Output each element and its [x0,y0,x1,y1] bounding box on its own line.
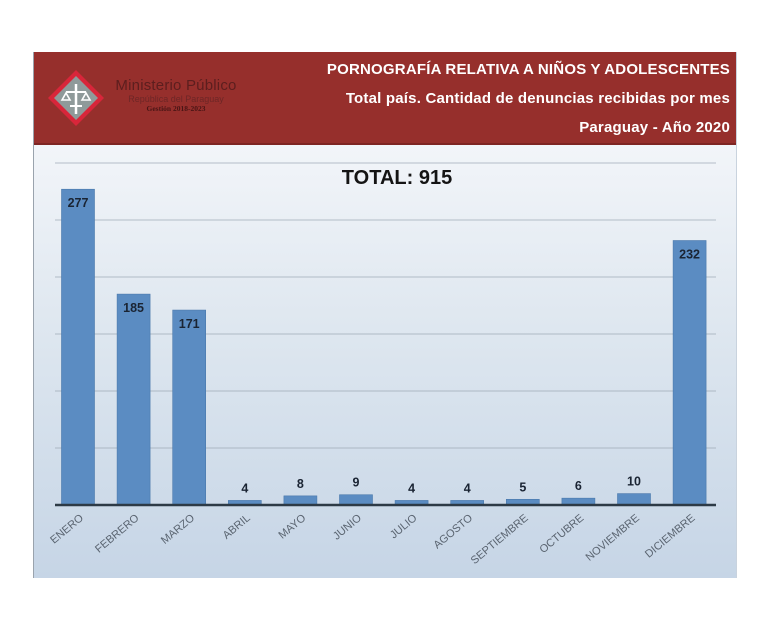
scales-of-justice-icon [48,70,104,126]
chart-location-year: Paraguay - Año 2020 [579,119,730,136]
value-label: 232 [679,248,700,262]
chart-title-block: PORNOGRAFÍA RELATIVA A NIÑOS Y ADOLESCEN… [327,55,730,142]
chart-header: Ministerio Público República del Paragua… [34,52,736,145]
value-label: 8 [297,477,304,491]
chart-title: PORNOGRAFÍA RELATIVA A NIÑOS Y ADOLESCEN… [326,61,730,78]
total-label: TOTAL: 915 [342,167,452,189]
bar-mayo [283,495,318,506]
value-label: 185 [123,301,144,315]
org-subtitle: República del Paraguay [128,94,224,104]
value-label: 4 [241,481,248,495]
bar-junio [339,494,373,506]
category-label: MARZO [159,512,197,547]
value-label: 10 [627,475,641,489]
category-label: SEPTIEMBRE [469,512,531,567]
category-label: ABRIL [221,512,253,542]
org-term: Gestión 2018-2023 [146,104,206,113]
org-logo-text: Ministerio Público República del Paragua… [110,78,242,114]
category-label: ENERO [48,512,86,547]
value-label: 5 [519,480,526,494]
value-label: 9 [353,476,360,490]
bar-febrero [116,293,151,506]
category-label: AGOSTO [432,512,476,552]
value-label: 277 [68,196,89,210]
category-label: JUNIO [331,512,364,543]
chart-subtitle: Total país. Cantidad de denuncias recibi… [345,90,730,107]
value-label: 4 [464,481,471,495]
bar-diciembre [672,240,707,506]
category-label: OCTUBRE [537,512,586,556]
org-name: Ministerio Público [115,77,237,94]
category-label: DICIEMBRE [643,512,698,560]
bar-noviembre [617,493,651,506]
value-label: 4 [408,481,415,495]
category-label: JULIO [388,512,420,542]
category-label: MAYO [276,512,308,542]
bar-enero [61,188,95,506]
category-label: NOVIEMBRE [584,512,642,564]
value-label: 6 [575,479,582,493]
bar-marzo [172,309,206,506]
category-label: FEBRERO [93,512,142,556]
value-label: 171 [179,317,200,331]
